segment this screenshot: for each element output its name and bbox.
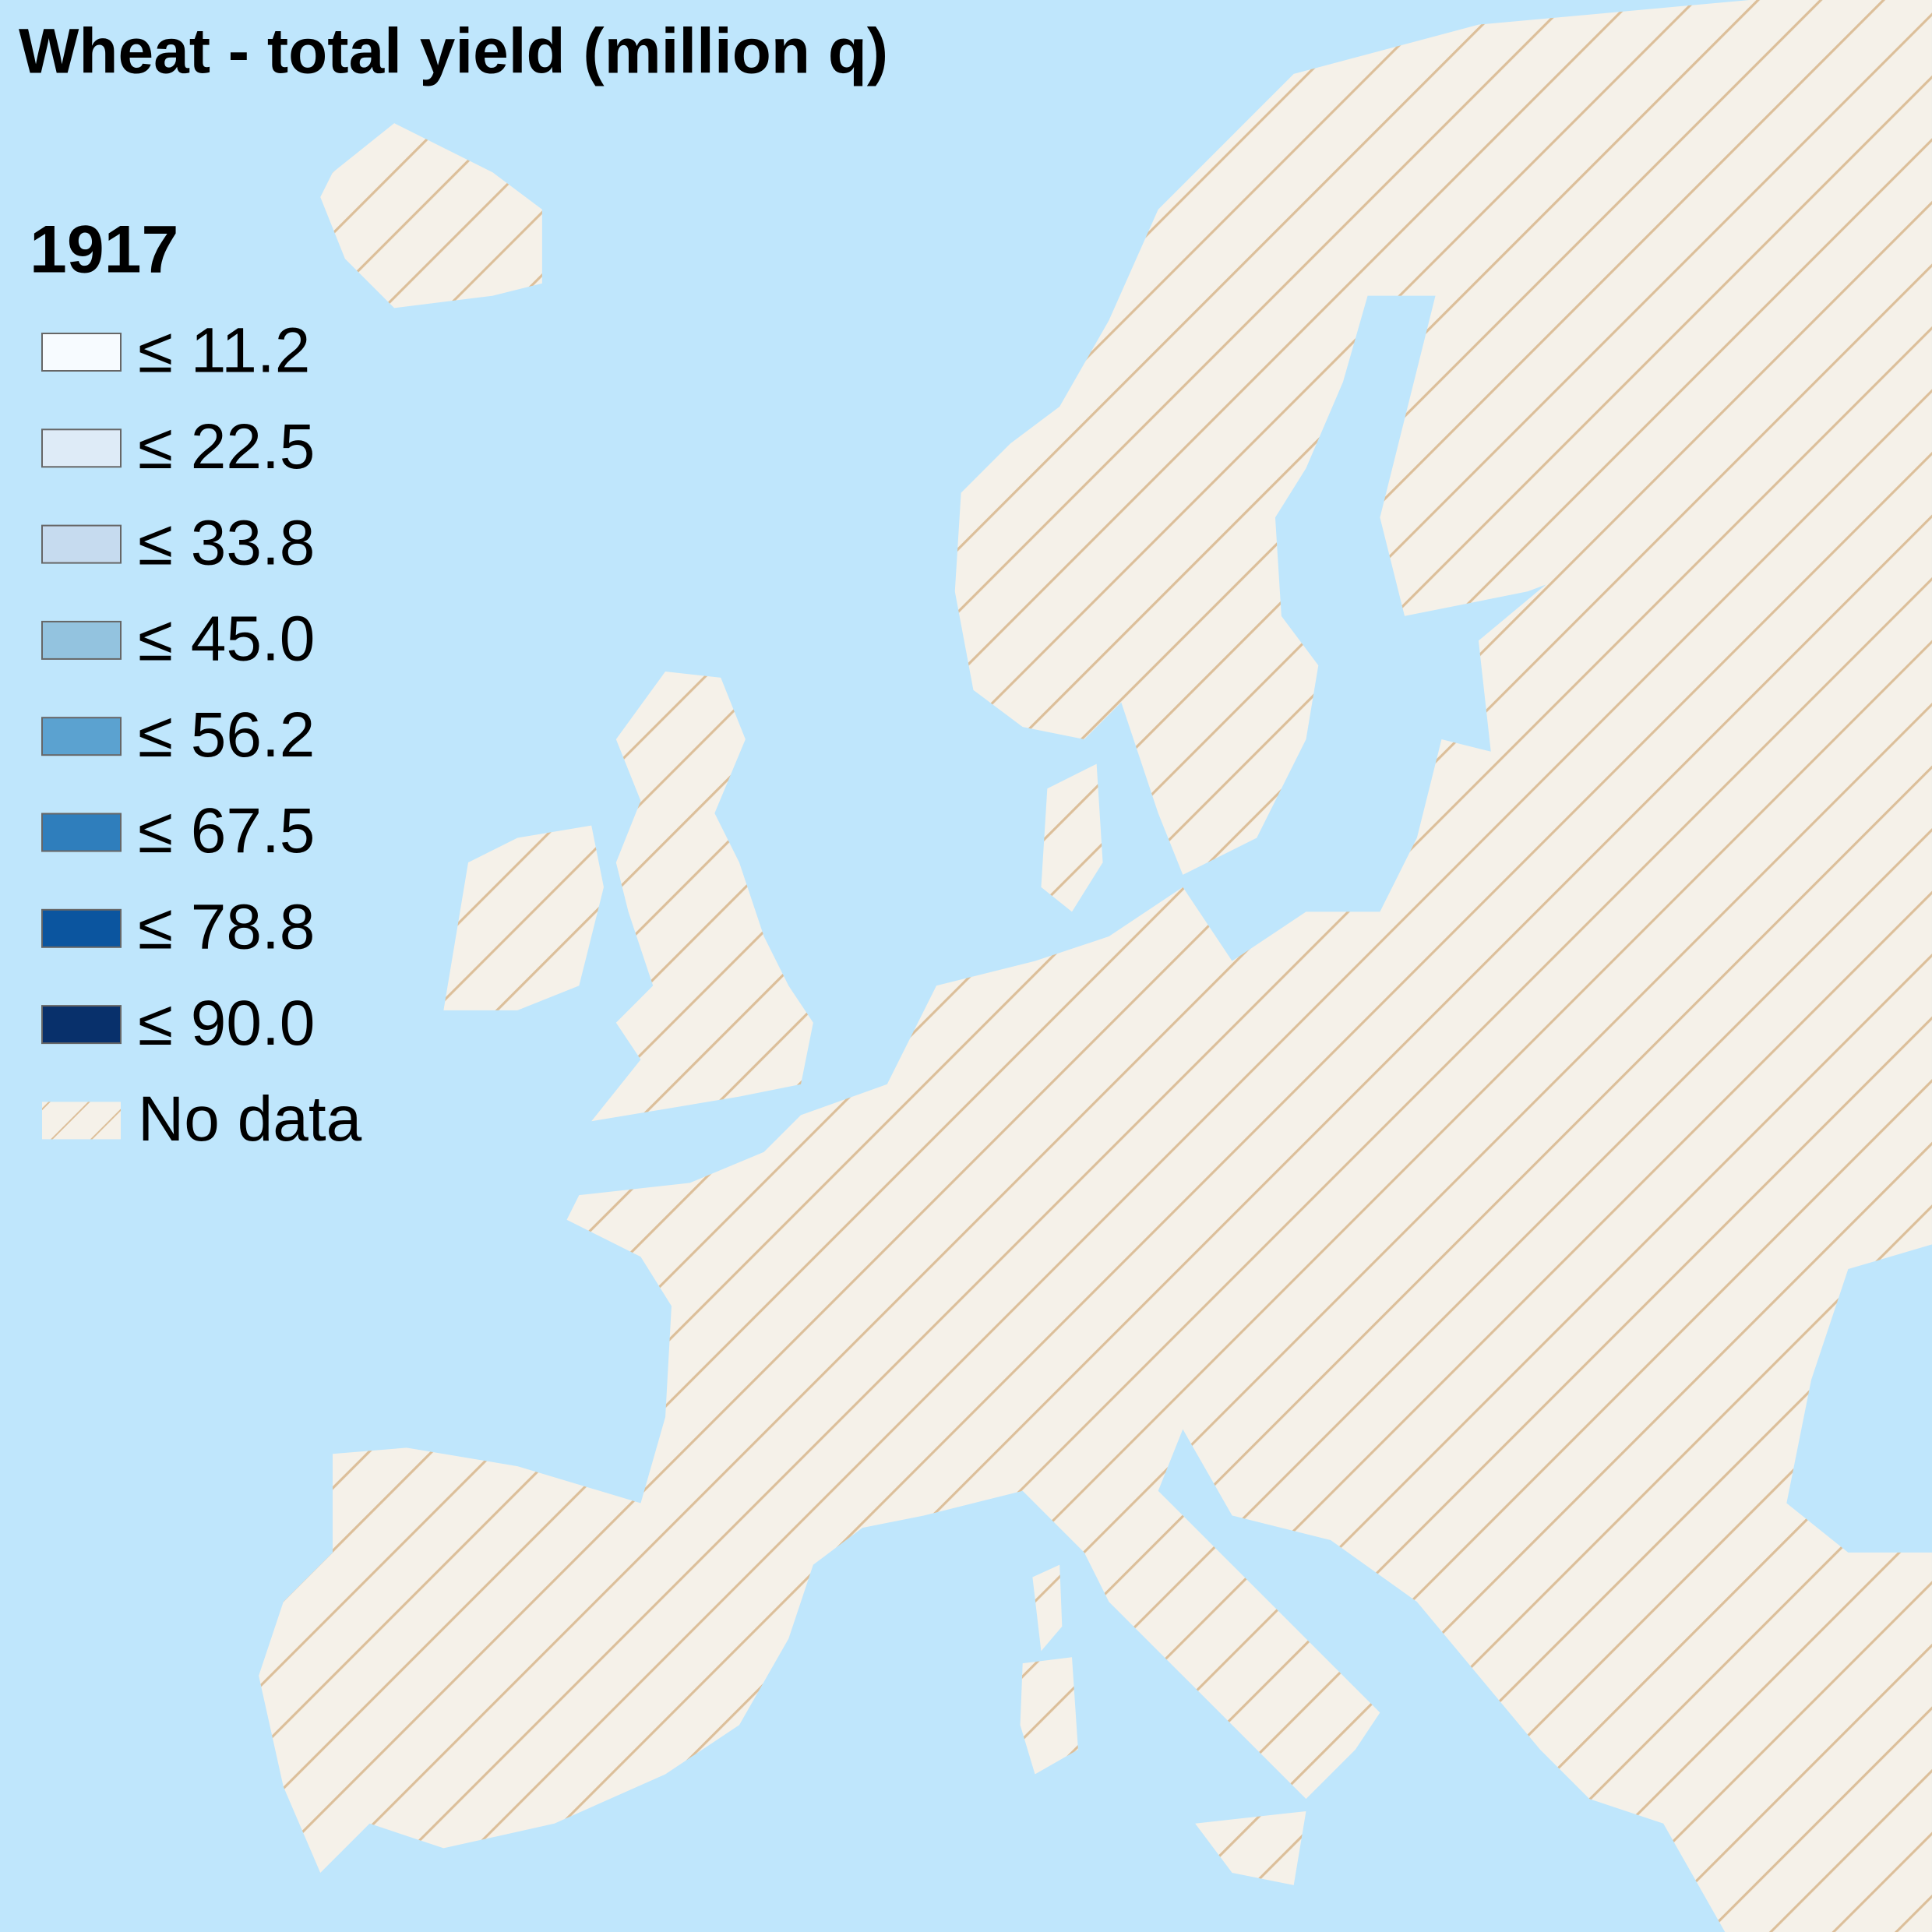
legend-label: ≤ 11.2 <box>138 316 310 386</box>
mainland <box>259 0 1932 1932</box>
land <box>259 0 1932 1932</box>
legend-label: ≤ 33.8 <box>138 507 315 578</box>
legend-swatch <box>41 620 122 660</box>
great-britain <box>591 671 813 1122</box>
legend-swatch <box>42 1102 121 1140</box>
legend-label: ≤ 45.0 <box>138 604 315 675</box>
legend-label: ≤ 67.5 <box>138 795 315 866</box>
legend-swatch <box>41 813 122 852</box>
legend: 1917 ≤ 11.2 ≤ 22.5 ≤ 33.8 ≤ 45.0 ≤ 56.2 ≤ 67.… <box>30 213 362 1155</box>
iceland <box>320 123 542 308</box>
legend-label: No data <box>138 1084 362 1155</box>
legend-label: ≤ 22.5 <box>138 411 315 482</box>
legend-swatch <box>41 908 122 948</box>
sardinia <box>1020 1657 1078 1775</box>
legend-swatch <box>41 1005 122 1045</box>
ireland <box>443 825 604 1010</box>
legend-title: 1917 <box>30 213 178 287</box>
sicily <box>1195 1810 1306 1885</box>
legend-label: ≤ 78.8 <box>138 891 315 962</box>
legend-swatch <box>41 333 122 372</box>
legend-label: ≤ 90.0 <box>138 988 315 1059</box>
corsica <box>1032 1564 1063 1652</box>
legend-label: ≤ 56.2 <box>138 700 315 770</box>
jutland <box>1041 763 1103 912</box>
legend-swatch <box>41 428 122 468</box>
legend-swatch <box>41 717 122 756</box>
legend-swatch <box>41 524 122 564</box>
map-title: Wheat - total yield (million q) <box>19 16 888 87</box>
